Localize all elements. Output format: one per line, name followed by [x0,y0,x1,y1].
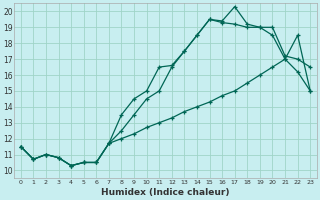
X-axis label: Humidex (Indice chaleur): Humidex (Indice chaleur) [101,188,230,197]
